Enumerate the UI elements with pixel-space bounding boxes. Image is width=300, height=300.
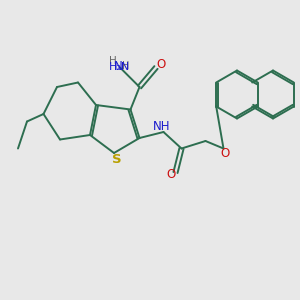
Text: H: H [109,56,116,67]
Text: S: S [112,153,121,166]
Text: N: N [114,59,123,73]
Text: H: H [122,61,130,71]
Text: O: O [167,167,176,181]
Text: NH: NH [153,120,171,133]
Text: O: O [220,147,230,161]
Text: O: O [156,58,165,71]
Text: H₂N: H₂N [110,62,130,73]
